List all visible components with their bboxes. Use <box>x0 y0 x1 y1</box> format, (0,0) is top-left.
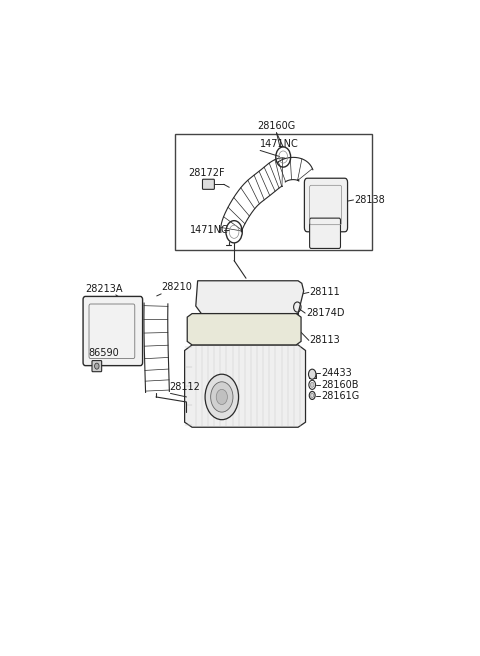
FancyBboxPatch shape <box>304 178 348 232</box>
FancyBboxPatch shape <box>310 218 340 249</box>
Polygon shape <box>196 281 304 314</box>
Text: 1471NC: 1471NC <box>190 225 229 236</box>
Text: 1471NC: 1471NC <box>260 139 299 149</box>
Bar <box>175 134 372 251</box>
Circle shape <box>95 363 99 369</box>
Text: 28161G: 28161G <box>321 392 359 401</box>
FancyBboxPatch shape <box>92 361 102 372</box>
Text: 28113: 28113 <box>310 335 340 345</box>
FancyBboxPatch shape <box>83 297 143 365</box>
Text: 28213A: 28213A <box>85 284 123 294</box>
Text: 24433: 24433 <box>321 368 351 378</box>
Text: 28112: 28112 <box>170 382 201 392</box>
Text: 28138: 28138 <box>354 195 385 205</box>
Circle shape <box>205 374 239 420</box>
Circle shape <box>309 369 316 379</box>
Text: 28172F: 28172F <box>188 168 225 178</box>
Polygon shape <box>187 314 301 345</box>
Circle shape <box>216 390 228 405</box>
Circle shape <box>309 392 315 400</box>
Text: 28111: 28111 <box>310 287 340 297</box>
Text: 28160G: 28160G <box>257 121 296 131</box>
Circle shape <box>211 382 233 412</box>
Text: 28210: 28210 <box>161 282 192 293</box>
Text: 28160B: 28160B <box>321 380 358 390</box>
Text: 28174D: 28174D <box>306 308 344 318</box>
FancyBboxPatch shape <box>203 179 215 190</box>
Polygon shape <box>185 345 305 427</box>
Text: 86590: 86590 <box>88 348 119 358</box>
Circle shape <box>311 382 314 387</box>
